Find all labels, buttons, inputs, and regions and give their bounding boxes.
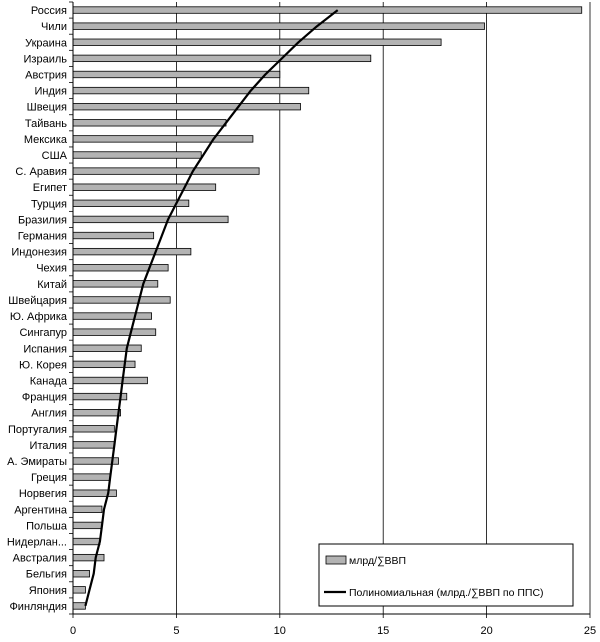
x-tick-label: 20 bbox=[480, 625, 492, 637]
legend-label-bars: млрд/∑ВВП bbox=[349, 555, 406, 567]
bar bbox=[72, 296, 171, 304]
category-label: Египет bbox=[33, 182, 67, 194]
x-tick-labels: 0 5 10 15 20 25 bbox=[70, 625, 596, 637]
category-label: Тайвань bbox=[25, 118, 67, 130]
bar bbox=[72, 344, 142, 352]
category-label: Португалия bbox=[8, 424, 67, 436]
bar bbox=[72, 215, 229, 224]
bar bbox=[72, 22, 485, 30]
bar bbox=[72, 521, 103, 530]
trendline-path bbox=[84, 9, 339, 607]
bar bbox=[72, 6, 583, 14]
legend: млрд/∑ВВП Полиномиальная (млрд./∑ВВП по … bbox=[318, 543, 574, 607]
category-label: Канада bbox=[30, 375, 68, 387]
x-tick-label: 0 bbox=[70, 625, 76, 637]
legend-label-trend: Полиномиальная (млрд./∑ВВП по ППС) bbox=[349, 587, 544, 599]
bar bbox=[72, 312, 152, 320]
category-label: С. Аравия bbox=[15, 166, 67, 178]
bar bbox=[72, 264, 169, 272]
category-label: Франция bbox=[22, 392, 67, 404]
category-label: Чили bbox=[41, 21, 67, 33]
bar bbox=[72, 537, 101, 546]
category-label: Турция bbox=[31, 198, 67, 210]
bar bbox=[72, 103, 301, 111]
category-label: Индия bbox=[34, 86, 67, 98]
x-tick-label: 5 bbox=[173, 625, 179, 637]
x-tick-label: 25 bbox=[584, 625, 596, 637]
axes bbox=[69, 1, 591, 618]
bar bbox=[72, 231, 155, 240]
bar bbox=[72, 70, 281, 79]
category-label: Ю. Африка bbox=[10, 311, 68, 323]
category-label: Швейцария bbox=[8, 295, 67, 307]
category-label: Норвегия bbox=[19, 488, 67, 500]
category-label: Бразилия bbox=[18, 214, 67, 226]
bar bbox=[72, 135, 254, 143]
bar bbox=[72, 86, 310, 95]
category-label: Италия bbox=[30, 440, 68, 452]
bar bbox=[72, 489, 117, 497]
bar bbox=[72, 183, 217, 191]
bar bbox=[72, 328, 157, 336]
bars bbox=[72, 6, 583, 610]
bar bbox=[72, 167, 260, 175]
legend-swatch-bars bbox=[325, 555, 347, 565]
bar bbox=[72, 151, 202, 159]
category-label: Польша bbox=[26, 520, 68, 532]
x-tick-label: 15 bbox=[377, 625, 389, 637]
category-label: Испания bbox=[23, 343, 67, 355]
bar bbox=[72, 570, 90, 578]
category-label: Австрия bbox=[25, 69, 67, 81]
category-label: А. Эмираты bbox=[7, 456, 67, 468]
category-label: Индонезия bbox=[11, 247, 67, 259]
bar bbox=[72, 425, 115, 433]
bar bbox=[72, 376, 148, 385]
bar bbox=[72, 586, 86, 594]
bar bbox=[72, 505, 103, 513]
category-label: Аргентина bbox=[14, 504, 68, 516]
category-label: Ю. Корея bbox=[19, 359, 67, 371]
category-label: Мексика bbox=[24, 134, 68, 146]
category-label: Финляндия bbox=[9, 601, 67, 613]
bar bbox=[72, 602, 86, 610]
category-label: США bbox=[42, 150, 68, 162]
bar bbox=[72, 199, 190, 207]
bar bbox=[72, 553, 105, 562]
category-label: Китай bbox=[37, 279, 67, 291]
bar bbox=[72, 54, 372, 63]
category-label: Англия bbox=[31, 408, 67, 420]
category-label: Греция bbox=[31, 472, 67, 484]
category-label: Австралия bbox=[13, 553, 67, 565]
category-label: Бельгия bbox=[26, 569, 67, 581]
x-tick-label: 10 bbox=[274, 625, 286, 637]
bar bbox=[72, 392, 128, 401]
category-label: Сингапур bbox=[19, 327, 67, 339]
bar bbox=[72, 247, 192, 256]
trendline bbox=[84, 9, 339, 607]
category-label: Чехия bbox=[36, 263, 67, 275]
category-label: Нидерлан... bbox=[7, 537, 67, 549]
category-label: Украина bbox=[25, 37, 68, 49]
category-label: Германия bbox=[18, 231, 67, 243]
legend-box bbox=[318, 543, 574, 607]
bar bbox=[72, 38, 442, 46]
category-label: Россия bbox=[31, 5, 67, 17]
bar bbox=[72, 441, 115, 449]
category-label: Япония bbox=[29, 585, 67, 597]
category-label: Израиль bbox=[24, 53, 68, 65]
category-label: Швеция bbox=[27, 102, 67, 114]
bar bbox=[72, 409, 121, 417]
bar bbox=[72, 473, 111, 481]
bar bbox=[72, 119, 227, 127]
category-labels: Россия Чили Украина Израиль Австрия Индия Швец… bbox=[7, 5, 68, 613]
